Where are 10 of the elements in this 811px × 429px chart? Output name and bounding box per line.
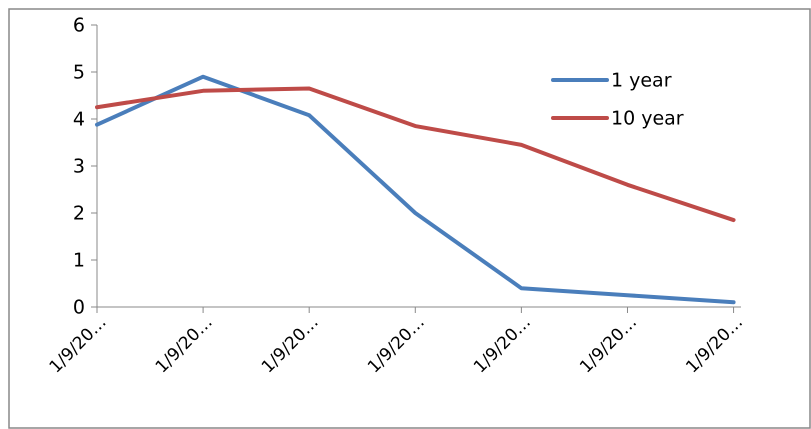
y-tick-label: 4 [72, 108, 85, 131]
y-tick-label: 2 [72, 202, 85, 225]
y-tick-label: 1 [72, 250, 85, 272]
legend-label: 1 year [611, 70, 672, 92]
y-tick-label: 5 [72, 62, 85, 84]
line-series [95, 74, 736, 304]
y-tick-label: 6 [72, 14, 85, 37]
y-tick-label: 3 [72, 156, 85, 178]
legend-label: 10 year [611, 108, 684, 130]
y-tick-label: 0 [72, 296, 85, 319]
